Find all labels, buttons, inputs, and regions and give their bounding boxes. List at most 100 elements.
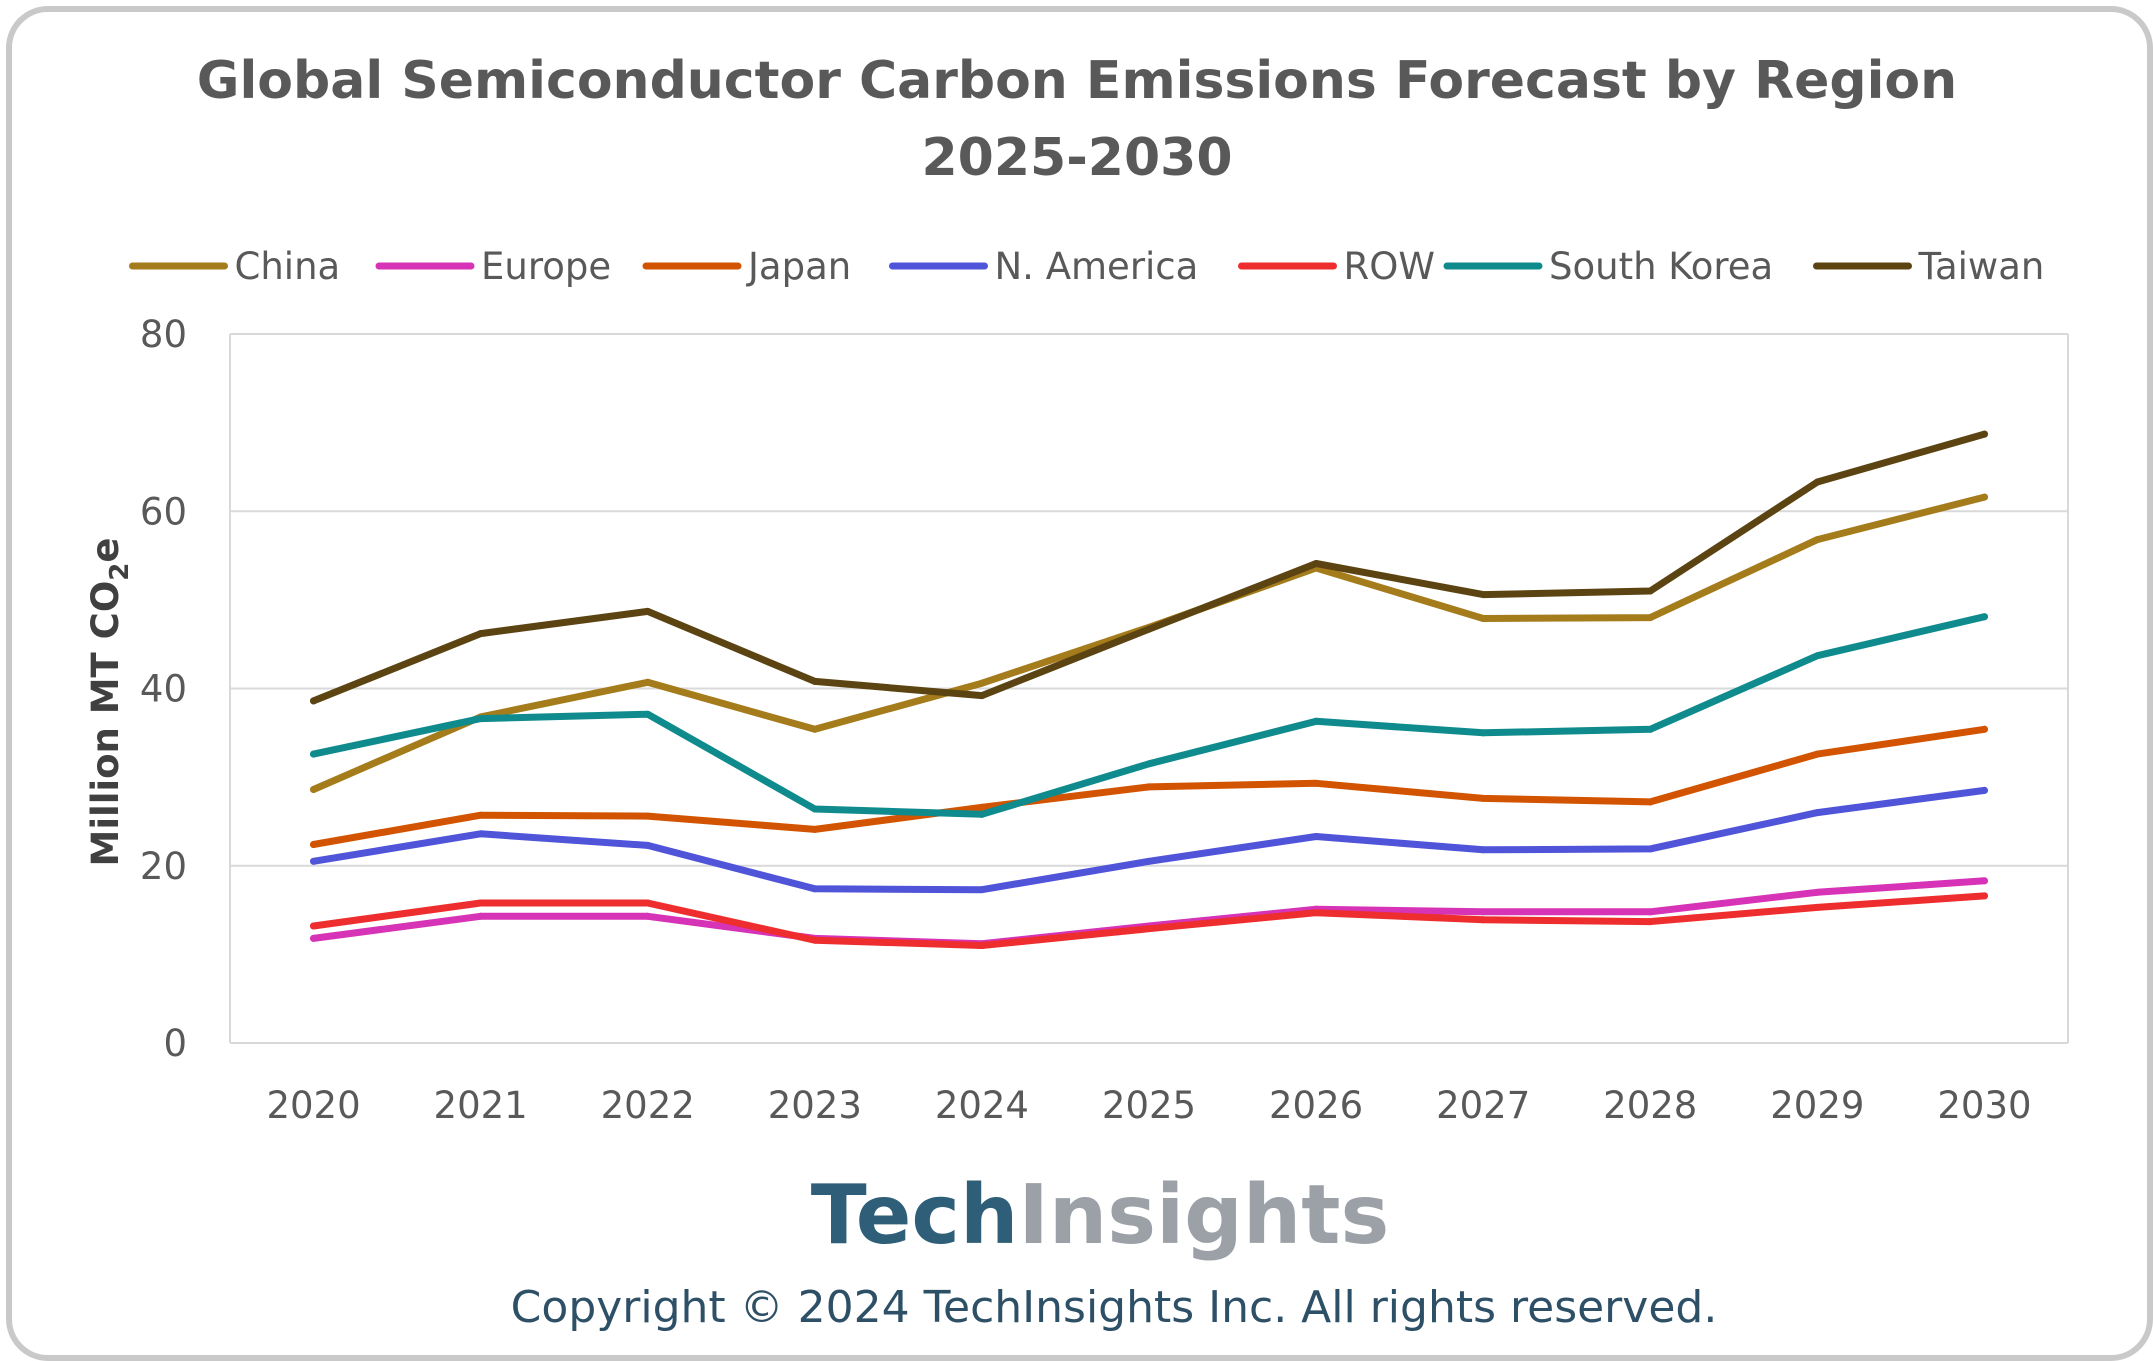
- x-tick-label: 2021: [434, 1084, 528, 1127]
- data-point-europe: [477, 912, 485, 920]
- data-point-row: [644, 899, 652, 907]
- data-point-south-korea: [1646, 725, 1654, 733]
- series-line-china: [310, 493, 1988, 793]
- techinsights-logo: TechInsights: [811, 1168, 1390, 1263]
- y-tick-label: 60: [140, 490, 187, 533]
- data-point-taiwan: [1980, 430, 1988, 438]
- x-tick-label: 2020: [266, 1084, 360, 1127]
- chart-subtitle: 2025-2030: [921, 128, 1232, 188]
- data-point-japan: [1312, 779, 1320, 787]
- y-tick-label: 0: [163, 1022, 187, 1065]
- y-axis-label-main: Million MT CO: [84, 581, 127, 867]
- legend-item-row[interactable]: ROW: [1238, 245, 1435, 288]
- data-point-n-america: [1980, 786, 1988, 794]
- legend-label-row: ROW: [1344, 245, 1435, 288]
- data-point-south-korea: [978, 810, 986, 818]
- x-tick-label: 2026: [1269, 1084, 1363, 1127]
- data-point-row: [1479, 916, 1487, 924]
- data-point-n-america: [310, 857, 318, 865]
- data-point-taiwan: [644, 607, 652, 615]
- data-point-n-america: [477, 830, 485, 838]
- data-point-taiwan: [1813, 478, 1821, 486]
- data-point-taiwan: [310, 697, 318, 705]
- data-point-taiwan: [1646, 587, 1654, 595]
- y-tick-label: 80: [140, 313, 187, 356]
- data-point-china: [644, 678, 652, 686]
- x-tick-label: 2024: [935, 1084, 1029, 1127]
- x-tick-label: 2028: [1603, 1084, 1697, 1127]
- data-point-china: [1980, 493, 1988, 501]
- data-point-row: [1312, 909, 1320, 917]
- data-point-china: [1813, 536, 1821, 544]
- series-lines: [310, 430, 1988, 950]
- data-point-south-korea: [477, 715, 485, 723]
- data-point-n-america: [644, 841, 652, 849]
- legend-item-n-america[interactable]: N. America: [889, 245, 1199, 288]
- legend-item-taiwan[interactable]: Taiwan: [1813, 245, 2045, 288]
- series-line-n-america: [310, 786, 1988, 894]
- data-point-row: [1145, 925, 1153, 933]
- data-point-taiwan: [1479, 591, 1487, 599]
- x-tick-label: 2025: [1102, 1084, 1196, 1127]
- chart-title: Global Semiconductor Carbon Emissions Fo…: [197, 51, 1957, 111]
- y-tick-label: 20: [140, 845, 187, 888]
- data-point-europe: [1813, 888, 1821, 896]
- data-point-europe: [1980, 877, 1988, 885]
- data-point-japan: [1479, 794, 1487, 802]
- data-point-taiwan: [477, 630, 485, 638]
- data-point-row: [310, 922, 318, 930]
- data-point-n-america: [1312, 833, 1320, 841]
- x-tick-label: 2030: [1937, 1084, 2031, 1127]
- data-point-japan: [1646, 798, 1654, 806]
- gridlines: [229, 333, 2069, 1043]
- copyright-text: Copyright © 2024 TechInsights Inc. All r…: [511, 1282, 1718, 1333]
- y-axis-label-subscript: 2: [105, 563, 135, 581]
- legend-label-europe: Europe: [481, 245, 611, 288]
- data-point-n-america: [978, 886, 986, 894]
- series-line-taiwan: [310, 430, 1988, 705]
- x-tick-label: 2022: [601, 1084, 695, 1127]
- legend-item-south-korea[interactable]: South Korea: [1443, 245, 1773, 288]
- y-tick-label: 40: [140, 668, 187, 711]
- legend-label-taiwan: Taiwan: [1918, 245, 2045, 288]
- data-point-row: [477, 899, 485, 907]
- data-point-japan: [1145, 783, 1153, 791]
- data-point-south-korea: [310, 750, 318, 758]
- logo-tech: Tech: [811, 1168, 1019, 1263]
- data-point-n-america: [1813, 809, 1821, 817]
- legend-item-japan[interactable]: Japan: [642, 245, 851, 288]
- x-tick-label: 2029: [1770, 1084, 1864, 1127]
- data-point-japan: [644, 812, 652, 820]
- data-point-japan: [1813, 750, 1821, 758]
- legend-label-china: China: [235, 245, 341, 288]
- data-point-n-america: [1479, 846, 1487, 854]
- data-point-n-america: [1646, 845, 1654, 853]
- data-point-row: [1813, 903, 1821, 911]
- data-point-south-korea: [1312, 717, 1320, 725]
- x-tick-label: 2023: [768, 1084, 862, 1127]
- y-axis-label-suffix: e: [84, 538, 127, 563]
- data-point-taiwan: [811, 677, 819, 685]
- data-point-south-korea: [1813, 652, 1821, 660]
- data-point-row: [1646, 918, 1654, 926]
- data-point-south-korea: [811, 805, 819, 813]
- legend-item-europe[interactable]: Europe: [375, 245, 611, 288]
- data-point-japan: [811, 825, 819, 833]
- legend: China Europe Japan N. America ROW South Korea…: [129, 245, 2045, 288]
- legend-label-japan: Japan: [746, 245, 851, 288]
- data-point-taiwan: [1312, 560, 1320, 568]
- x-tick-label: 2027: [1436, 1084, 1530, 1127]
- data-point-china: [310, 786, 318, 794]
- data-point-china: [978, 679, 986, 687]
- data-point-china: [1646, 614, 1654, 622]
- data-point-europe: [644, 912, 652, 920]
- data-point-china: [1479, 614, 1487, 622]
- data-point-japan: [1980, 725, 1988, 733]
- data-point-n-america: [811, 885, 819, 893]
- data-point-japan: [978, 803, 986, 811]
- data-point-taiwan: [978, 692, 986, 700]
- logo-insights: Insights: [1018, 1168, 1389, 1263]
- data-point-south-korea: [1479, 729, 1487, 737]
- legend-item-china[interactable]: China: [129, 245, 341, 288]
